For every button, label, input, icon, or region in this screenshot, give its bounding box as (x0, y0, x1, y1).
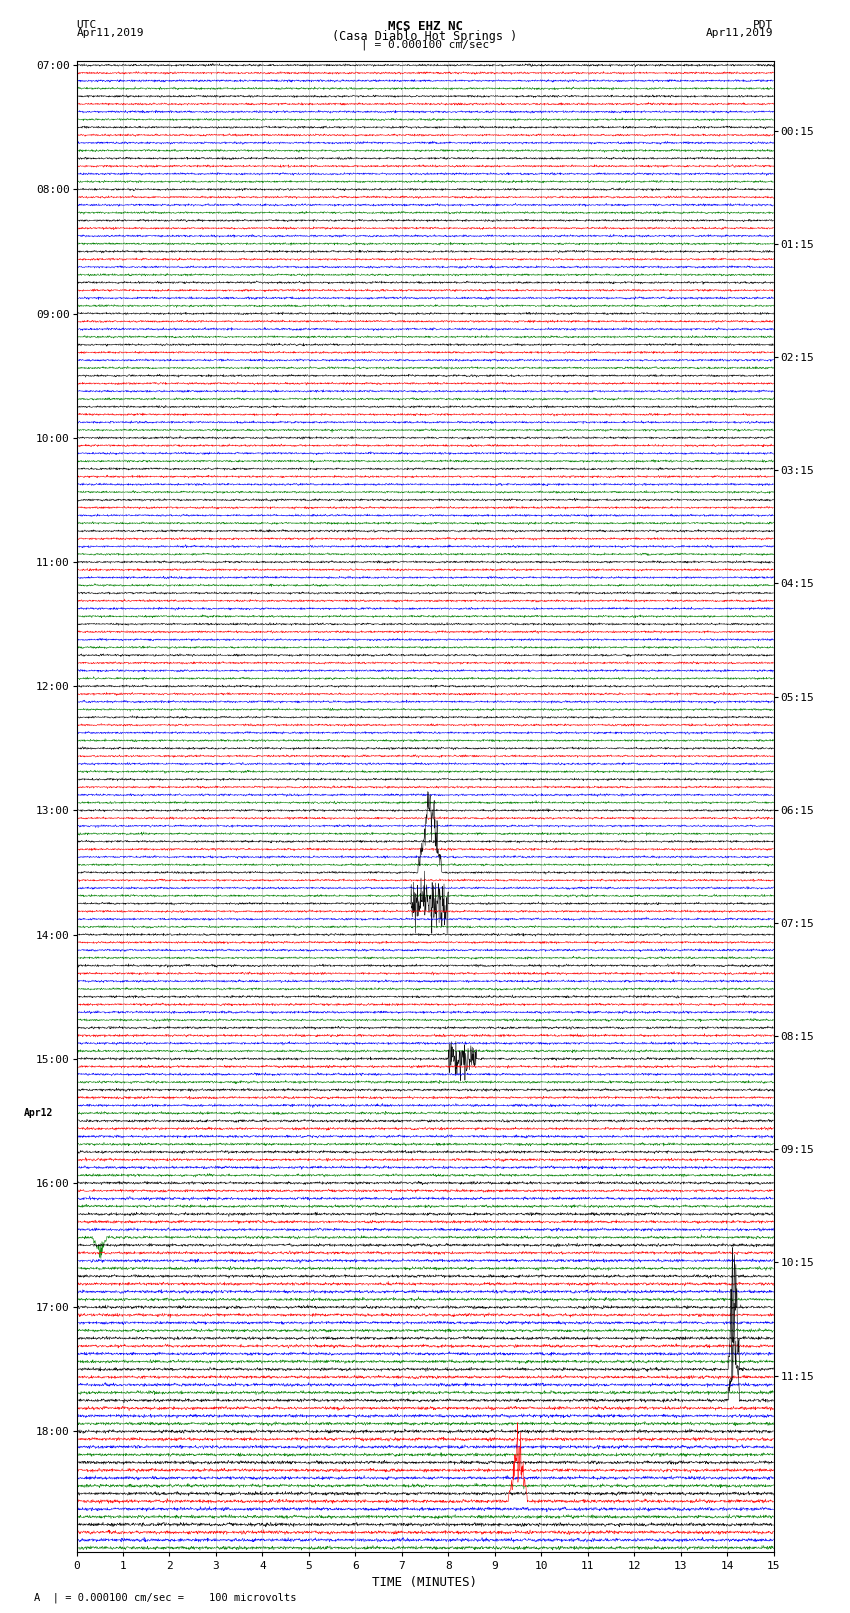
Text: PDT: PDT (753, 19, 774, 31)
Text: Apr11,2019: Apr11,2019 (76, 29, 144, 39)
X-axis label: TIME (MINUTES): TIME (MINUTES) (372, 1576, 478, 1589)
Text: A  | = 0.000100 cm/sec =    100 microvolts: A | = 0.000100 cm/sec = 100 microvolts (34, 1592, 297, 1603)
Text: Apr12: Apr12 (24, 1108, 54, 1118)
Text: Apr11,2019: Apr11,2019 (706, 29, 774, 39)
Text: MCS EHZ NC: MCS EHZ NC (388, 19, 462, 34)
Text: (Casa Diablo Hot Springs ): (Casa Diablo Hot Springs ) (332, 31, 518, 44)
Text: | = 0.000100 cm/sec: | = 0.000100 cm/sec (361, 39, 489, 50)
Text: UTC: UTC (76, 19, 97, 31)
